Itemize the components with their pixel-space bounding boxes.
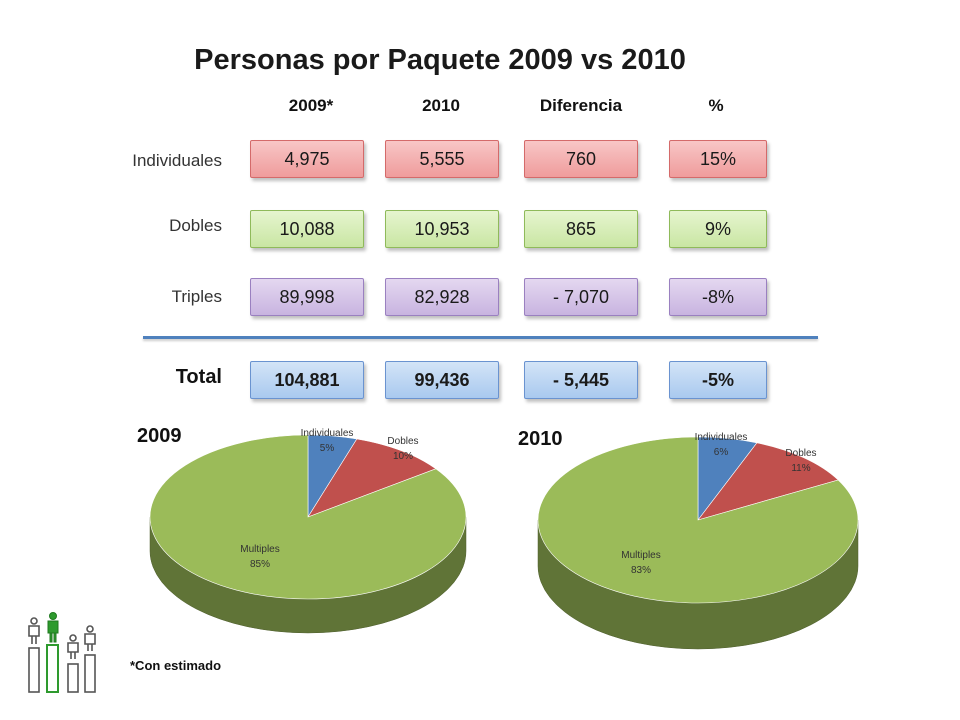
pie-label-name: Multiples xyxy=(240,544,279,555)
pie-chart-2010: Individuales 6% Dobles 11% Multiples 83% xyxy=(537,432,859,650)
footnote: *Con estimado xyxy=(130,658,222,673)
section-divider xyxy=(143,336,818,339)
value-box: 10,088 xyxy=(250,210,364,248)
value-box: 760 xyxy=(524,140,638,178)
percent-box: -8% xyxy=(669,278,767,316)
value-box: 5,555 xyxy=(385,140,499,178)
total-box: 104,881 xyxy=(250,361,364,399)
pie-label-name: Dobles xyxy=(387,436,418,447)
column-header-percent: % xyxy=(708,96,724,115)
pie-label-percent: 5% xyxy=(320,443,335,454)
value-box: 4,975 xyxy=(250,140,364,178)
row-label-individuales: Individuales xyxy=(132,151,222,170)
pie-label-percent: 6% xyxy=(714,447,729,458)
pie-label-percent: 10% xyxy=(393,451,413,462)
value-box: - 7,070 xyxy=(524,278,638,316)
pie-label-name: Individuales xyxy=(695,432,748,443)
percent-box: 9% xyxy=(669,210,767,248)
pie-label-percent: 83% xyxy=(631,565,651,576)
column-header-2009: 2009* xyxy=(288,96,334,115)
page-title: Personas por Paquete 2009 vs 2010 xyxy=(194,44,686,76)
value-box: 865 xyxy=(524,210,638,248)
pie-slice-dobles xyxy=(307,438,437,518)
percent-box: 15% xyxy=(669,140,767,178)
pie-label-name: Dobles xyxy=(785,448,816,459)
people-logo-icon xyxy=(28,612,96,693)
row-label-total: Total xyxy=(175,366,222,388)
row-label-triples: Triples xyxy=(171,287,222,306)
value-box: 10,953 xyxy=(385,210,499,248)
row-label-dobles: Dobles xyxy=(169,216,222,235)
total-box: - 5,445 xyxy=(524,361,638,399)
pie-slice-multiples xyxy=(149,434,467,600)
pie-slice-dobles xyxy=(697,442,839,521)
pie-chart-2009: Individuales 5% Dobles 10% Multiples 85% xyxy=(149,428,467,634)
column-header-diferencia: Diferencia xyxy=(539,96,623,115)
pie-label-name: Multiples xyxy=(621,550,660,561)
pie-label-percent: 11% xyxy=(791,463,810,474)
column-header-2010: 2010 xyxy=(422,96,460,115)
total-box: 99,436 xyxy=(385,361,499,399)
pie-slice-multiples xyxy=(537,436,859,604)
pie-label-name: Individuales xyxy=(301,428,354,439)
pie-title-2010: 2010 xyxy=(518,428,563,450)
value-box: 89,998 xyxy=(250,278,364,316)
total-percent-box: -5% xyxy=(669,361,767,399)
pie-label-percent: 85% xyxy=(250,559,270,570)
pie-title-2009: 2009 xyxy=(137,425,182,447)
value-box: 82,928 xyxy=(385,278,499,316)
